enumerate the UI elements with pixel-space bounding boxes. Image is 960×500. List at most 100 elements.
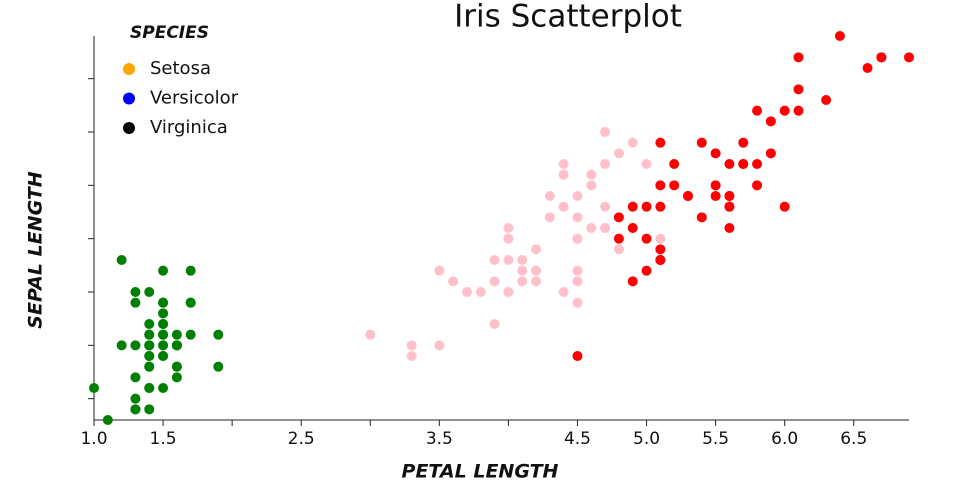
- point: [130, 297, 141, 308]
- point: [130, 404, 141, 415]
- point: [724, 191, 735, 201]
- point: [655, 244, 666, 255]
- point: [752, 105, 763, 116]
- point: [600, 159, 611, 169]
- legend-marker: [123, 92, 135, 105]
- point: [710, 191, 721, 201]
- point: [779, 105, 790, 116]
- point: [572, 191, 583, 201]
- point: [558, 169, 569, 180]
- point: [144, 340, 155, 351]
- point: [752, 159, 763, 169]
- point: [572, 212, 583, 223]
- point: [102, 415, 113, 425]
- point: [627, 276, 638, 287]
- point: [738, 137, 749, 148]
- point: [696, 137, 707, 148]
- point: [461, 287, 472, 297]
- point: [600, 127, 611, 137]
- point: [489, 276, 500, 287]
- x-tick-label: 5.5: [702, 429, 729, 449]
- point: [862, 63, 873, 73]
- point: [130, 287, 141, 297]
- legend-title: SPECIES: [130, 23, 209, 43]
- x-tick-label: 6.0: [771, 429, 798, 449]
- point: [682, 191, 693, 201]
- x-tick-label: 1.0: [80, 429, 107, 449]
- point: [793, 105, 804, 116]
- point: [586, 180, 597, 191]
- point: [130, 393, 141, 404]
- legend-label: Setosa: [150, 58, 211, 79]
- point: [613, 233, 624, 244]
- point: [752, 180, 763, 191]
- point: [503, 223, 514, 233]
- point: [144, 329, 155, 340]
- point: [724, 159, 735, 169]
- point: [130, 372, 141, 383]
- point: [613, 244, 624, 255]
- point: [627, 201, 638, 212]
- point: [517, 276, 528, 287]
- point: [503, 287, 514, 297]
- point: [158, 319, 169, 329]
- point: [144, 351, 155, 361]
- point: [158, 308, 169, 319]
- chart-title: Iris Scatterplot: [454, 0, 682, 35]
- x-tick-label: 3.5: [426, 429, 453, 449]
- point: [544, 212, 555, 223]
- point: [116, 255, 127, 265]
- point: [158, 340, 169, 351]
- point: [572, 265, 583, 276]
- point: [558, 159, 569, 169]
- point: [669, 180, 680, 191]
- point: [655, 137, 666, 148]
- point: [213, 329, 224, 340]
- point: [171, 372, 182, 383]
- point: [144, 287, 155, 297]
- point: [434, 265, 445, 276]
- point: [406, 351, 417, 361]
- point: [185, 297, 196, 308]
- point: [531, 265, 542, 276]
- point: [572, 297, 583, 308]
- point: [627, 137, 638, 148]
- point: [158, 297, 169, 308]
- point: [158, 329, 169, 340]
- x-tick-label: 2.5: [288, 429, 315, 449]
- point: [130, 340, 141, 351]
- point: [586, 223, 597, 233]
- point: [655, 255, 666, 265]
- point: [710, 180, 721, 191]
- point: [489, 319, 500, 329]
- point: [655, 201, 666, 212]
- point: [489, 255, 500, 265]
- point: [558, 201, 569, 212]
- point: [655, 233, 666, 244]
- point: [448, 276, 459, 287]
- point: [544, 191, 555, 201]
- point: [779, 201, 790, 212]
- x-tick-label: 1.5: [150, 429, 177, 449]
- point: [572, 351, 583, 361]
- point: [171, 329, 182, 340]
- point: [600, 201, 611, 212]
- point: [158, 265, 169, 276]
- point: [696, 212, 707, 223]
- point: [158, 351, 169, 361]
- point: [724, 223, 735, 233]
- point: [475, 287, 486, 297]
- point: [641, 201, 652, 212]
- x-tick-label: 4.5: [564, 429, 591, 449]
- point: [627, 223, 638, 233]
- point: [710, 148, 721, 159]
- point: [503, 233, 514, 244]
- point: [793, 52, 804, 63]
- x-tick-label: 6.5: [840, 429, 867, 449]
- point: [365, 329, 376, 340]
- point: [904, 52, 914, 63]
- point: [738, 159, 749, 169]
- point: [876, 52, 887, 63]
- point: [641, 265, 652, 276]
